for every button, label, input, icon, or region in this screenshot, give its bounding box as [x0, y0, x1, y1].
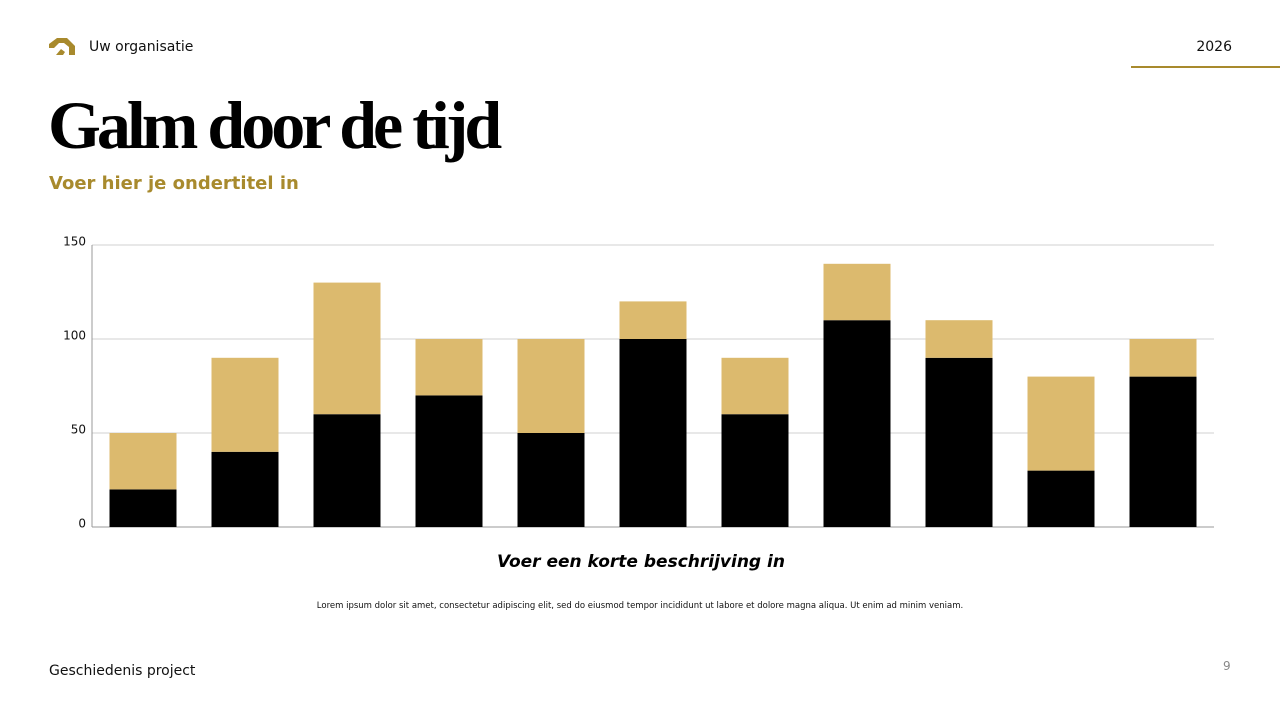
caption: Voer een korte beschrijving in [497, 552, 785, 572]
bar-segment [313, 414, 381, 527]
bar-segment [517, 339, 585, 433]
header-rule [1131, 66, 1280, 68]
bar-segment [721, 357, 789, 415]
y-tick-label: 100 [63, 329, 86, 343]
subtitle: Voer hier je ondertitel in [49, 173, 299, 194]
bar-segment [211, 451, 279, 527]
bar-segment [313, 282, 381, 415]
y-tick-label: 50 [71, 423, 86, 437]
bar-segment [109, 489, 177, 527]
y-tick-label: 150 [63, 235, 86, 249]
body-text: Lorem ipsum dolor sit amet, consectetur … [316, 601, 964, 611]
bar-segment [1129, 339, 1197, 377]
bar-segment [721, 414, 789, 527]
title: Galm door de tijd [48, 87, 502, 163]
bar-segment [517, 433, 585, 527]
logo [49, 38, 75, 55]
chart: 0 50 100 150 [63, 235, 1214, 531]
bar-segment [619, 301, 687, 339]
bar-segment [925, 320, 993, 358]
bar-segment [1027, 470, 1095, 527]
bar-segment [1129, 376, 1197, 527]
bar-segment [415, 395, 483, 527]
bar-segment [1027, 376, 1095, 471]
bar-segment [823, 320, 891, 527]
page-number: 9 [1223, 659, 1231, 673]
organisation: Uw organisatie [89, 39, 194, 55]
bar-segment [619, 339, 687, 527]
bar-segment [925, 357, 993, 527]
y-tick-label: 0 [78, 517, 86, 531]
bar-segment [823, 263, 891, 321]
bar-segment [415, 339, 483, 396]
bar-segment [211, 357, 279, 452]
year: 2026 [1196, 39, 1232, 55]
bar-segment [109, 433, 177, 490]
footer-project: Geschiedenis project [49, 663, 196, 679]
